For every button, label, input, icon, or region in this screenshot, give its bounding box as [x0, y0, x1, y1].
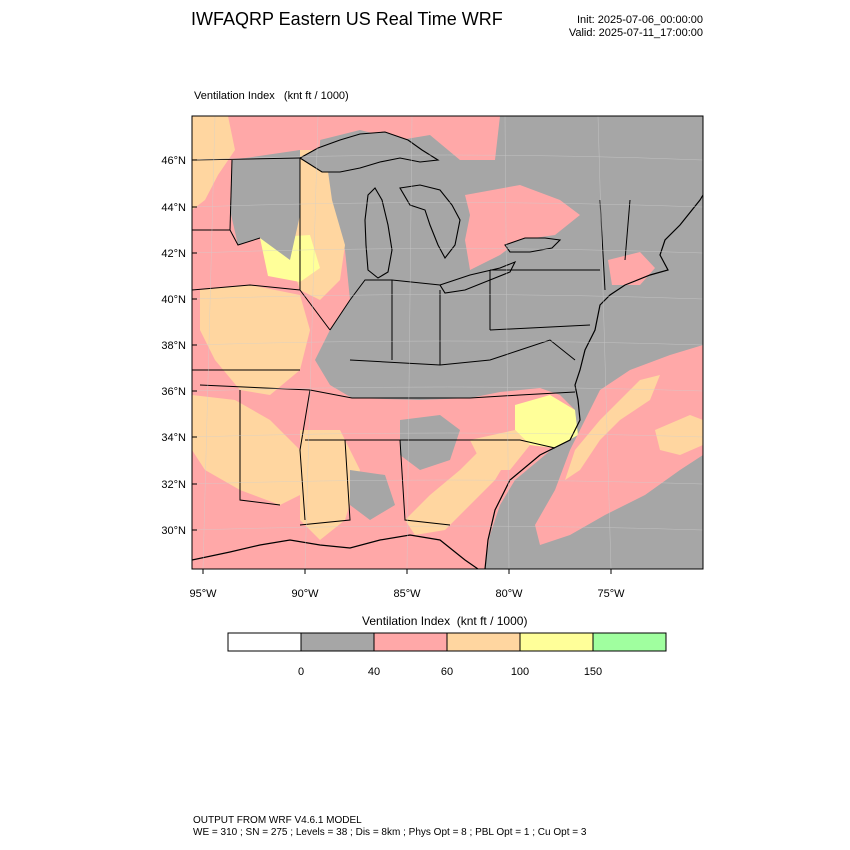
footer-line-1: OUTPUT FROM WRF V4.6.1 MODEL — [193, 815, 362, 826]
field-region-ms-orange — [300, 430, 360, 540]
lat-tick-label: 46°N — [161, 155, 186, 167]
colorbar-box — [446, 632, 521, 652]
lake-superior — [298, 131, 440, 173]
colorbar-tick-label: 150 — [584, 666, 602, 678]
field-name: Ventilation Index — [194, 90, 275, 102]
field-region-sc-gray — [400, 415, 460, 470]
colorbar-box — [592, 632, 667, 652]
colorbar-labels: 0 40 60 100 150 — [298, 666, 602, 678]
field-region-atlantic-pink — [535, 345, 703, 545]
lon-tick-label: 80°W — [495, 588, 523, 600]
lat-tick-label: 40°N — [161, 294, 186, 306]
lon-tick-label: 90°W — [291, 588, 319, 600]
colorbar-tick-label: 40 — [368, 666, 380, 678]
field-shading — [192, 116, 703, 569]
graticule — [192, 116, 703, 569]
great-lakes — [298, 131, 562, 294]
colorbar-tick-label: 100 — [511, 666, 529, 678]
colorbar-tick-label: 60 — [441, 666, 453, 678]
colorbar-box — [300, 632, 375, 652]
plot-title: IWFAQRP Eastern US Real Time WRF — [191, 9, 503, 29]
field-region-al-gray — [350, 470, 395, 520]
field-region-mo-orange — [200, 285, 310, 395]
colorbar-box — [519, 632, 594, 652]
init-time: Init: 2025-07-06_00:00:00 — [577, 14, 703, 26]
lon-ticks — [202, 569, 612, 574]
lake-ontario — [504, 237, 562, 253]
model-footer: OUTPUT FROM WRF V4.6.1 MODEL WE = 310 ; … — [193, 815, 586, 839]
colorbar-box — [227, 632, 302, 652]
lat-tick-label: 36°N — [161, 386, 186, 398]
lon-tick-label: 95°W — [189, 588, 217, 600]
lake-huron — [399, 184, 461, 260]
valid-time: Valid: 2025-07-11_17:00:00 — [568, 27, 703, 39]
lat-ticks — [192, 159, 197, 531]
field-region-ontario-pink — [300, 116, 520, 160]
field-region-atlantic-orange — [565, 375, 660, 480]
field-region-canada-gray — [495, 116, 703, 210]
map-frame — [191, 115, 704, 570]
lat-axis: 46°N 44°N 42°N 40°N 38°N 36°N 34°N 32°N … — [161, 155, 186, 537]
colorbar-title: Ventilation Index (knt ft / 1000) — [362, 614, 528, 628]
lat-tick-label: 44°N — [161, 202, 186, 214]
field-label: Ventilation Index (knt ft / 1000) — [194, 90, 349, 102]
field-region-nc-yellow — [515, 395, 578, 448]
colorbar-tick-label: 0 — [298, 666, 304, 678]
coastline — [192, 194, 703, 569]
field-region-atlantic-orange-2 — [655, 415, 703, 455]
field-region-newengland-pink — [608, 252, 655, 285]
lat-tick-label: 42°N — [161, 248, 186, 260]
lon-tick-label: 85°W — [393, 588, 421, 600]
lat-tick-label: 38°N — [161, 340, 186, 352]
map-panel — [192, 116, 703, 569]
time-info: Init: 2025-07-06_00:00:00 Valid: 2025-07… — [569, 14, 703, 40]
footer-line-2: WE = 310 ; SN = 275 ; Levels = 38 ; Dis … — [193, 827, 587, 838]
lat-tick-label: 32°N — [161, 479, 186, 491]
colorbar — [227, 632, 667, 652]
state-boundaries — [192, 157, 631, 526]
colorbar-box — [373, 632, 448, 652]
field-units: (knt ft / 1000) — [283, 90, 349, 102]
lon-tick-label: 75°W — [597, 588, 625, 600]
lat-tick-label: 30°N — [161, 525, 186, 537]
field-region-ar-orange — [192, 395, 310, 505]
lon-axis: 95°W 90°W 85°W 80°W 75°W — [189, 588, 625, 600]
lake-michigan — [364, 187, 393, 279]
lat-tick-label: 34°N — [161, 432, 186, 444]
field-region-west-orange — [192, 116, 235, 210]
